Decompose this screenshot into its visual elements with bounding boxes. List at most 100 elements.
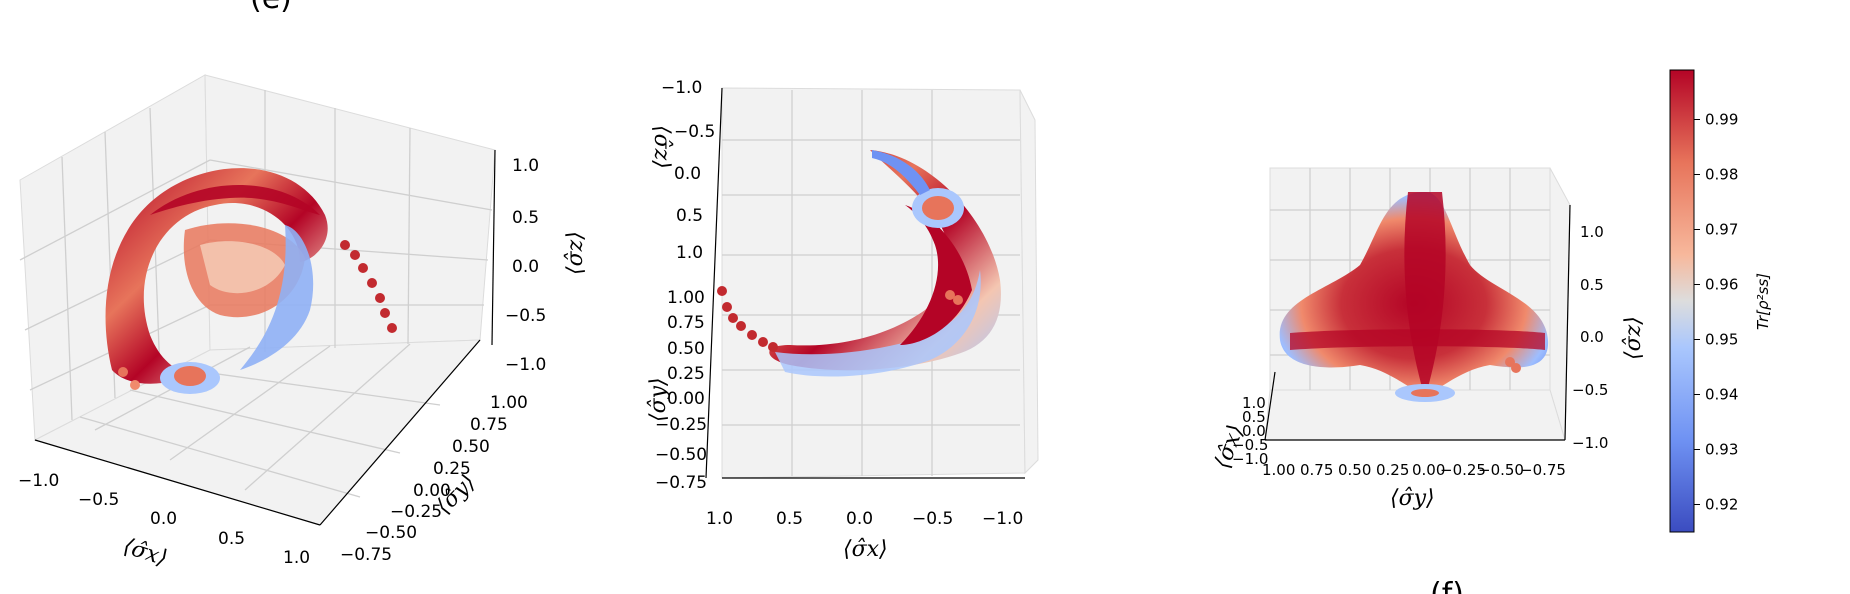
z-tick-labels: 1.0 0.5 0.0 −0.5 −1.0 xyxy=(1572,223,1608,452)
pane-side xyxy=(1019,89,1039,475)
x-axis-label: ⟨σ̂x⟩ xyxy=(843,537,888,562)
y-tick: −0.25 xyxy=(390,502,442,522)
y-tick: 0.00 xyxy=(667,389,705,409)
data-surface xyxy=(1279,192,1549,402)
z-tick: 0.5 xyxy=(512,208,539,228)
y-tick: −0.75 xyxy=(655,473,707,493)
z-axis-label: ⟨σ̂z⟩ xyxy=(649,125,674,169)
x-tick: 0.5 xyxy=(1242,408,1266,426)
z-tick: 0.0 xyxy=(512,257,539,277)
colorbar-tick-label: 0.96 xyxy=(1705,276,1738,294)
z-tick: −0.5 xyxy=(674,122,715,142)
y-tick: 1.00 xyxy=(667,288,705,308)
x-axis-label: ⟨σ̂x⟩ xyxy=(120,534,170,572)
colorbar-label: Tr[ρ²ss] xyxy=(1754,273,1772,330)
y-tick: −0.50 xyxy=(365,523,417,543)
trajectory-points xyxy=(717,286,963,352)
y-tick: −0.25 xyxy=(1440,461,1486,479)
x-tick: 0.0 xyxy=(150,509,177,529)
colorbar-ticks: 0.99 0.98 0.97 0.96 0.95 0.94 0.93 0.92 xyxy=(1694,111,1738,514)
colorbar-tick-label: 0.99 xyxy=(1705,111,1738,129)
y-tick: −0.25 xyxy=(655,415,707,435)
trajectory-points xyxy=(1505,357,1521,373)
surface-band xyxy=(105,168,328,384)
colorbar-gradient xyxy=(1669,69,1695,533)
y-axis-label: ⟨σ̂y⟩ xyxy=(1390,486,1435,511)
surface-deep-red xyxy=(900,205,972,345)
x-axis-line xyxy=(1264,371,1276,441)
x-tick-labels: 1.0 0.5 0.0 −0.5 −1.0 xyxy=(706,509,1023,529)
y-tick: 0.50 xyxy=(1338,461,1371,479)
y-tick: −0.50 xyxy=(655,445,707,465)
surface-blue-flank xyxy=(240,225,314,370)
surface-center-ridge xyxy=(1404,192,1446,398)
panel-label-top: (e) xyxy=(250,0,292,16)
z-tick: −0.5 xyxy=(505,306,546,326)
y-tick: 0.50 xyxy=(667,339,705,359)
z-tick-labels: −1.0 −0.5 0.0 0.5 1.0 xyxy=(661,78,715,263)
z-tick: −0.5 xyxy=(1572,381,1608,399)
z-tick: 0.0 xyxy=(1580,328,1604,346)
z-tick: 1.0 xyxy=(1580,223,1604,241)
yz-axis-line xyxy=(705,87,723,479)
colorbar-tick-label: 0.98 xyxy=(1705,166,1738,184)
surface-tip xyxy=(872,150,930,195)
panel-label-bottom: (f) xyxy=(1430,577,1464,594)
surface-bottom-core xyxy=(174,366,206,386)
x-tick: −1.0 xyxy=(982,509,1023,529)
data-surface xyxy=(105,168,397,394)
x-tick: −0.5 xyxy=(1232,436,1268,454)
panel-3d-top: 1.0 0.5 0.0 −0.5 −1.0 −1.0 −0.5 0.0 0.5 … xyxy=(646,78,1039,562)
z-axis-label: ⟨σ̂z⟩ xyxy=(1621,316,1646,360)
panel-3d-perspective: −1.0 −0.5 0.0 0.5 1.0 1.00 0.75 0.50 0.2… xyxy=(18,74,588,572)
y-tick-labels: 1.00 0.75 0.50 0.25 0.00 −0.25 −0.50 −0.… xyxy=(340,393,528,565)
surface-lower-edge xyxy=(775,270,981,377)
x-tick: 0.0 xyxy=(846,509,873,529)
x-tick: −0.5 xyxy=(912,509,953,529)
z-tick: −1.0 xyxy=(505,355,546,375)
y-tick-labels: 1.00 0.75 0.50 0.25 0.00 −0.25 −0.50 −0.… xyxy=(655,288,707,493)
surface-bottom-core xyxy=(1411,389,1439,397)
y-tick: 0.75 xyxy=(470,415,508,435)
x-tick: 1.0 xyxy=(706,509,733,529)
surface-horizontal-ridge xyxy=(1290,329,1545,350)
x-tick: −1.0 xyxy=(18,471,59,491)
x-axis-line xyxy=(34,439,321,526)
data-surface xyxy=(717,150,1001,377)
y-tick: 1.00 xyxy=(490,393,528,413)
colorbar-tick-label: 0.97 xyxy=(1705,221,1738,239)
y-axis-label: ⟨σ̂y⟩ xyxy=(646,377,671,422)
x-tick-labels: 1.0 0.5 0.0 −0.5 −1.0 xyxy=(1232,394,1268,468)
y-tick: 0.25 xyxy=(1376,461,1409,479)
z-tick: 0.0 xyxy=(674,164,701,184)
z-tick: 1.0 xyxy=(676,243,703,263)
z-tick: 1.0 xyxy=(512,156,539,176)
y-axis-line xyxy=(319,339,481,526)
x-tick: 0.5 xyxy=(218,529,245,549)
y-tick: 0.25 xyxy=(433,459,471,479)
x-tick: 1.0 xyxy=(283,548,310,568)
y-tick: 0.00 xyxy=(1412,461,1445,479)
x-tick-labels: −1.0 −0.5 0.0 0.5 1.0 xyxy=(18,471,310,568)
colorbar-tick-label: 0.93 xyxy=(1705,441,1738,459)
y-tick: −0.75 xyxy=(1520,461,1566,479)
colorbar-tick-label: 0.94 xyxy=(1705,386,1738,404)
z-tick: 0.5 xyxy=(1580,276,1604,294)
z-axis-line xyxy=(491,149,496,346)
surface-inner-light xyxy=(200,241,285,294)
trajectory-points xyxy=(118,240,397,390)
surface-top-edge xyxy=(150,185,320,215)
z-tick: −1.0 xyxy=(661,78,702,98)
y-tick: −0.50 xyxy=(1478,461,1524,479)
colorbar: 0.99 0.98 0.97 0.96 0.95 0.94 0.93 0.92 Tr[ρ²ss… xyxy=(1669,69,1772,533)
x-tick: 0.0 xyxy=(1242,422,1266,440)
z-tick: 0.5 xyxy=(676,206,703,226)
z-tick: −1.0 xyxy=(1572,434,1608,452)
x-tick: 0.5 xyxy=(776,509,803,529)
y-tick: 0.75 xyxy=(1300,461,1333,479)
y-tick: 0.75 xyxy=(667,313,705,333)
x-tick: −1.0 xyxy=(1232,450,1268,468)
colorbar-tick-label: 0.95 xyxy=(1705,331,1738,349)
panel-3d-side: 1.00 0.75 0.50 0.25 0.00 −0.25 −0.50 −0.… xyxy=(1210,167,1646,511)
